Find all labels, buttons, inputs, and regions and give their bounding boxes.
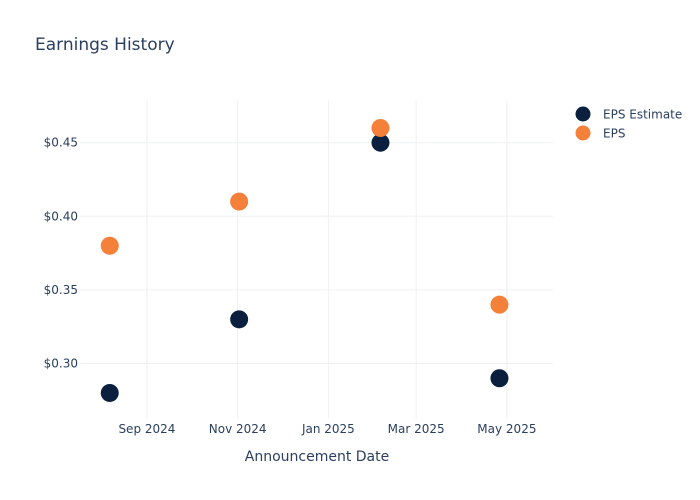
y-tick-label: $0.30 (44, 357, 78, 371)
eps-point[interactable] (490, 295, 509, 314)
x-axis-ticks: Sep 2024 Nov 2024 Jan 2025 Mar 2025 May 2025 (118, 422, 536, 436)
legend-label: EPS (603, 127, 625, 141)
eps-estimate-point[interactable] (100, 383, 119, 402)
y-tick-label: $0.45 (44, 136, 78, 150)
x-tick-label: Nov 2024 (209, 422, 267, 436)
x-tick-label: May 2025 (477, 422, 536, 436)
legend-marker (575, 106, 591, 122)
legend[interactable]: EPS Estimate EPS (575, 106, 683, 141)
y-axis-ticks: $0.30 $0.35 $0.40 $0.45 (44, 136, 78, 371)
y-tick-label: $0.35 (44, 283, 78, 297)
x-tick-label: Jan 2025 (301, 422, 355, 436)
legend-marker (575, 125, 591, 141)
legend-label: EPS Estimate (603, 108, 682, 122)
x-tick-label: Mar 2025 (388, 422, 445, 436)
eps-estimate-point[interactable] (490, 369, 509, 388)
data-points (100, 118, 509, 402)
legend-item-eps-estimate[interactable]: EPS Estimate (575, 106, 683, 122)
eps-estimate-point[interactable] (230, 310, 249, 329)
x-tick-label: Sep 2024 (118, 422, 175, 436)
eps-point[interactable] (371, 118, 390, 137)
series-eps-estimate (100, 133, 509, 402)
eps-point[interactable] (100, 236, 119, 255)
series-eps (100, 118, 509, 314)
eps-point[interactable] (230, 192, 249, 211)
chart-title: Earnings History (35, 35, 175, 55)
grid-lines (80, 100, 553, 418)
y-tick-label: $0.40 (44, 209, 78, 223)
eps-estimate-point[interactable] (371, 133, 390, 152)
legend-item-eps[interactable]: EPS (575, 125, 626, 141)
x-axis-title: Announcement Date (245, 449, 389, 465)
